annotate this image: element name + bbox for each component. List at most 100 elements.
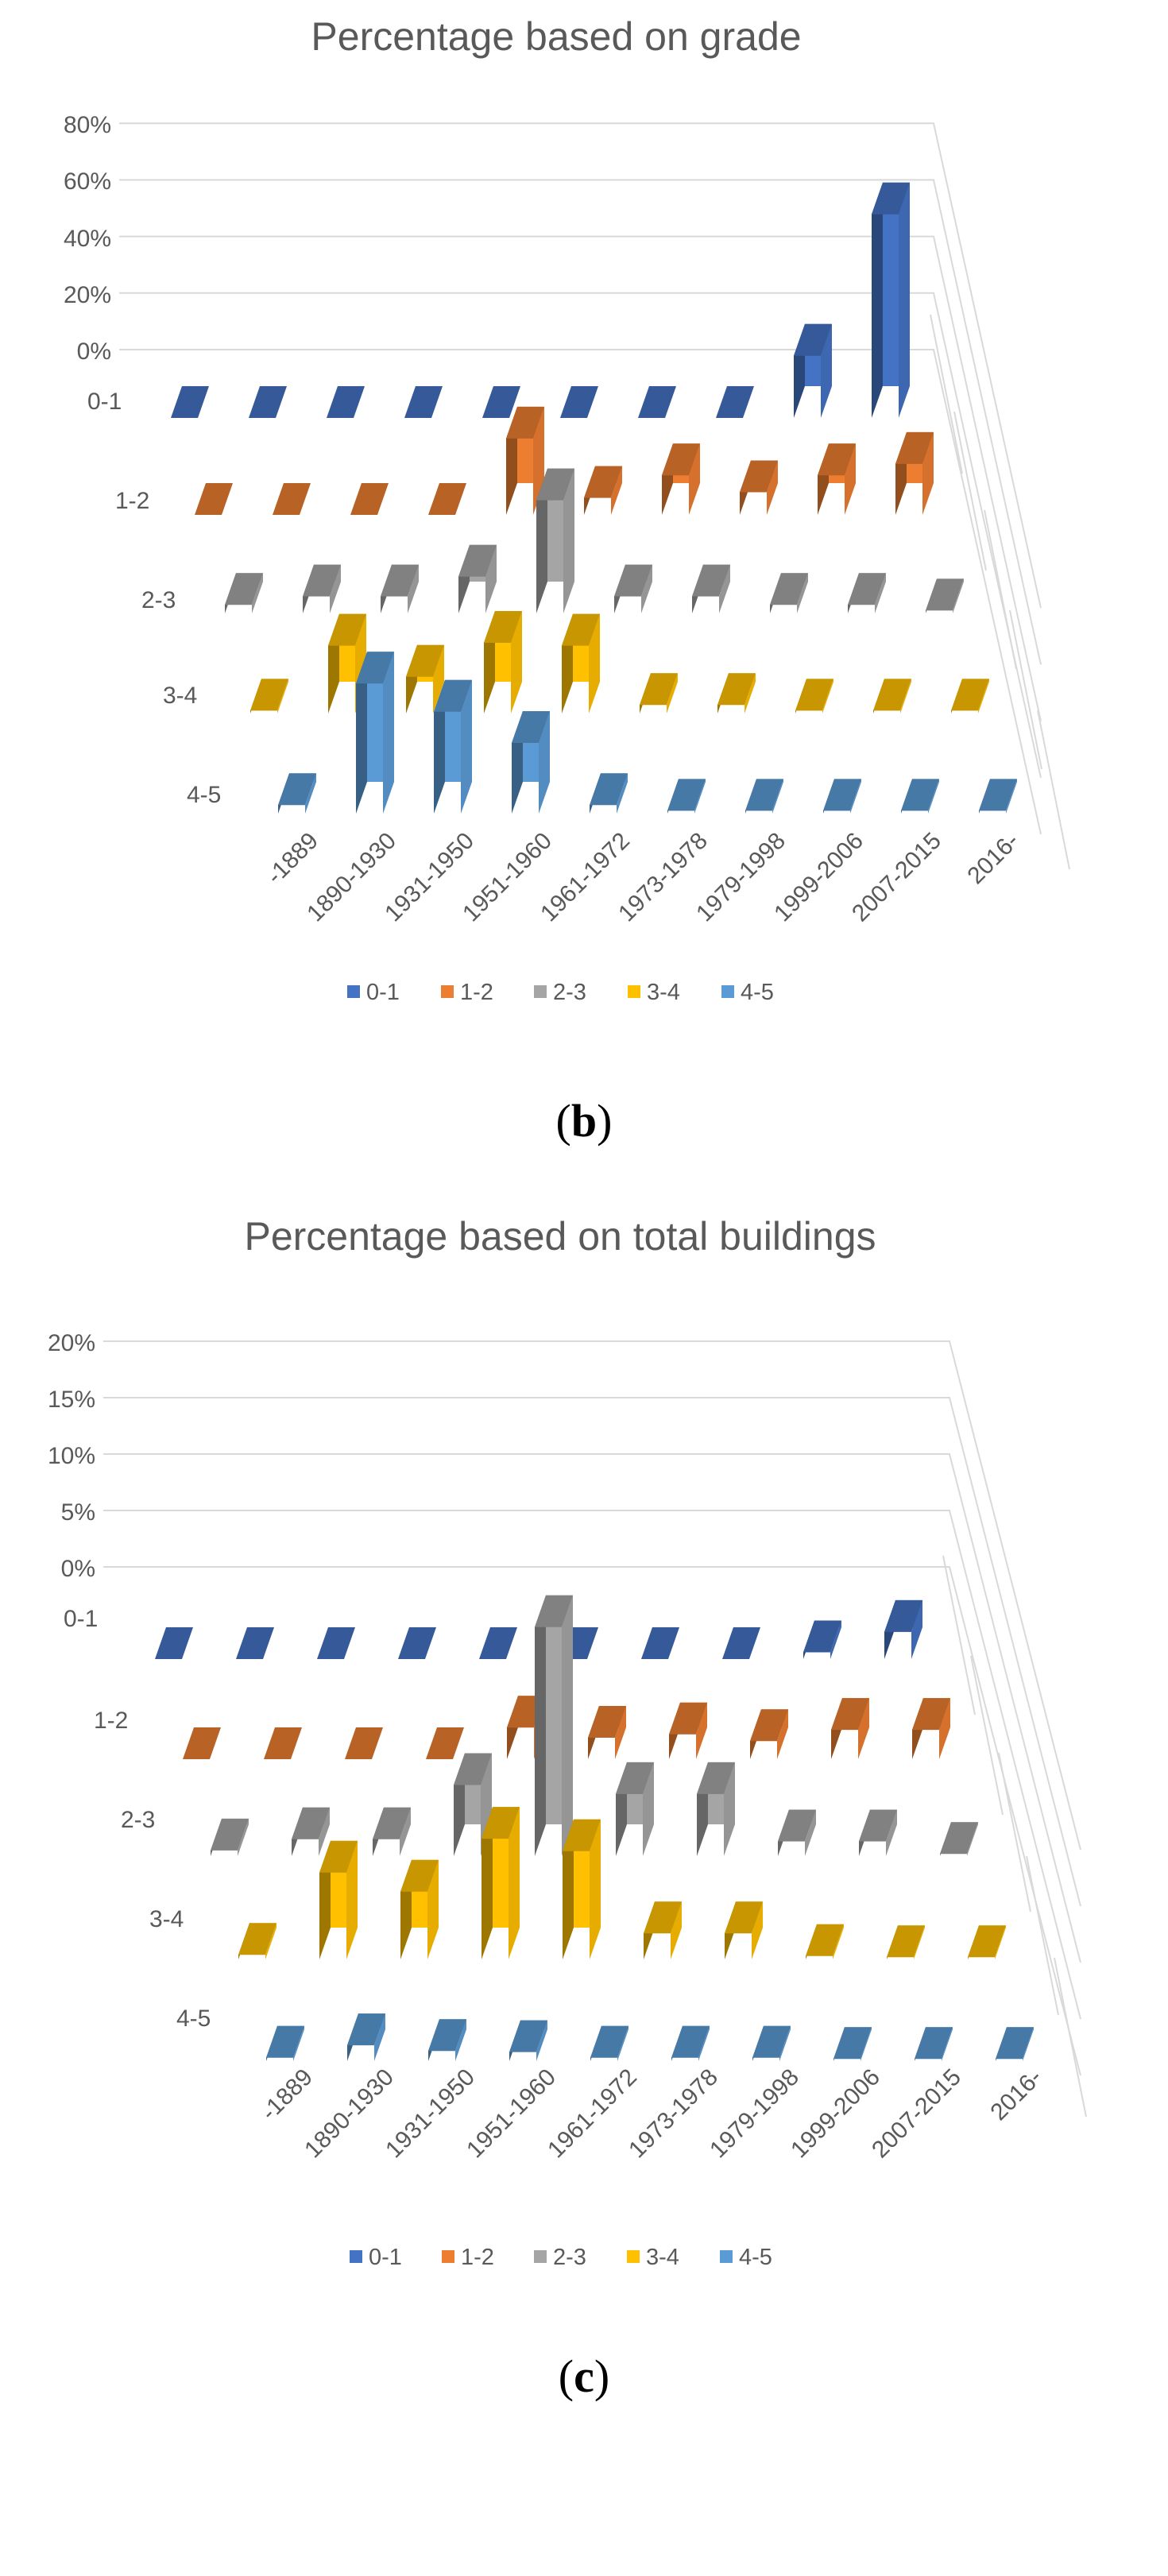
chart-b-legend-label-2-3: 2-3	[553, 980, 586, 1005]
chart-c-legend-label-3-4: 3-4	[646, 2245, 679, 2270]
chart-c-bar	[211, 1818, 249, 1856]
chart-b-bar	[590, 773, 628, 814]
chart-c-bar	[884, 1599, 922, 1659]
chart-c-bar	[428, 2019, 466, 2061]
chart-c-bar	[563, 1819, 601, 1959]
chart-c-bar	[317, 1627, 355, 1659]
chart-c-ytick-10: 10%	[48, 1443, 95, 1469]
chart-c-bar	[697, 1762, 735, 1856]
chart-b-bar	[667, 779, 706, 814]
chart-c-bar	[535, 1595, 573, 1856]
chart-c-bar	[725, 1901, 763, 1959]
chart-b-bar	[794, 323, 832, 418]
chart-c-bar	[398, 1627, 436, 1659]
chart-b-xtick-1: -1889	[261, 828, 323, 890]
chart-c-gridline	[103, 1397, 1081, 1907]
chart-c-legend-swatch-1-2	[442, 2250, 454, 2263]
chart-c-gridline	[103, 1453, 1081, 1963]
chart-c-bar	[292, 1807, 330, 1856]
chart-b-bar	[406, 644, 444, 714]
chart-b-title: Percentage based on grade	[311, 14, 801, 59]
chart-b-bar	[458, 544, 497, 613]
chart-c-bar	[183, 1727, 221, 1759]
chart-b-row-label-3-4: 3-4	[163, 683, 197, 709]
chart-b-bar	[926, 578, 964, 613]
chart-c-bar	[319, 1840, 358, 1959]
chart-b-bar	[381, 564, 419, 613]
chart-c-caption: (c)	[559, 2350, 609, 2402]
chart-b-bar	[584, 466, 622, 515]
chart-b-depth-guide	[930, 314, 963, 474]
chart-c-bar	[831, 1698, 869, 1759]
chart-b-bar	[770, 573, 808, 613]
chart-b-depth-guide	[984, 509, 1017, 670]
chart-b-legend-swatch-1-2	[441, 985, 454, 998]
chart-b-legend-label-0-1: 0-1	[366, 980, 400, 1005]
chart-b-bar	[249, 386, 287, 418]
chart-c-bar	[644, 1901, 682, 1959]
chart-b-row-label-4-5: 4-5	[187, 782, 221, 808]
chart-b-xtick-10: 2016-	[962, 828, 1024, 890]
chart-b-bar	[225, 573, 263, 613]
chart-c-row-label-2-3: 2-3	[121, 1807, 155, 1833]
chart-b-depth-guide	[1037, 710, 1070, 870]
chart-c-bar	[426, 1727, 464, 1759]
chart-c-legend-swatch-3-4	[627, 2250, 640, 2263]
chart-c-row-label-4-5: 4-5	[176, 2005, 211, 2032]
chart-c-depth-guide	[998, 1752, 1031, 1913]
chart-b-bar	[195, 483, 233, 515]
chart-b-legend-swatch-4-5	[721, 985, 734, 998]
chart-b-bar	[638, 386, 676, 418]
chart-c-row-label-1-2: 1-2	[94, 1708, 128, 1734]
chart-b-legend: 0-1 1-2 2-3 3-4 4-5	[347, 980, 774, 1005]
chart-b-bar	[560, 386, 598, 418]
chart-b-row-label-1-2: 1-2	[115, 488, 149, 514]
chart-c-bar	[915, 2027, 953, 2061]
chart-b-bar	[662, 443, 700, 515]
chart-c-ytick-20: 20%	[48, 1330, 95, 1356]
chart-c-bar	[752, 2025, 791, 2061]
chart-c-bar	[155, 1627, 193, 1659]
chart-b-legend-label-4-5: 4-5	[741, 980, 774, 1005]
chart-b-bar	[716, 386, 754, 418]
chart-c-bar	[750, 1709, 788, 1759]
chart-b-bar	[872, 182, 910, 418]
chart-c-depth-guide	[1026, 1855, 1059, 2016]
chart-b-gridline	[119, 349, 1042, 835]
chart-b-bar	[273, 483, 311, 515]
chart-c-bar	[912, 1698, 950, 1759]
chart-c-bar	[722, 1627, 760, 1659]
chart-b-bar	[795, 679, 833, 714]
chart-c-gridline	[103, 1510, 1081, 2020]
chart-c-bar	[803, 1620, 841, 1659]
chart-b-bar	[692, 564, 730, 613]
chart-b-gridline	[119, 235, 1042, 721]
chart-b-legend-label-3-4: 3-4	[647, 980, 680, 1005]
chart-c-legend-label-0-1: 0-1	[369, 2245, 402, 2270]
chart-b-bar	[614, 564, 652, 613]
chart-c-legend-swatch-0-1	[350, 2250, 362, 2263]
chart-c-bar	[482, 1807, 520, 1959]
chart-b-bar	[278, 773, 316, 814]
chart-b-bar	[848, 573, 886, 613]
chart-b-caption: (b)	[556, 1095, 613, 1147]
chart-b-gridline	[119, 179, 1042, 665]
chart-c-legend-label-4-5: 4-5	[739, 2245, 772, 2270]
chart-c-bar	[400, 1859, 439, 1959]
chart-c-legend-label-1-2: 1-2	[461, 2245, 494, 2270]
chart-b-bar	[818, 443, 856, 515]
chart-c-bar	[778, 1809, 816, 1856]
chart-b-bar	[250, 679, 288, 714]
chart-c-legend-label-2-3: 2-3	[553, 2245, 586, 2270]
chart-c-bar	[833, 2027, 872, 2061]
chart-c-legend-swatch-4-5	[720, 2250, 733, 2263]
chart-b-legend-swatch-3-4	[628, 985, 640, 998]
chart-c-bar	[669, 1702, 707, 1759]
chart-b-bar	[327, 386, 365, 418]
chart-b-bar	[350, 483, 389, 515]
chart-b-bar	[512, 711, 550, 814]
chart-c-legend: 0-1 1-2 2-3 3-4 4-5	[350, 2245, 772, 2270]
chart-c-ytick-15: 15%	[48, 1387, 95, 1413]
chart-c-row-label-3-4: 3-4	[149, 1906, 184, 1932]
chart-b-bar	[536, 468, 574, 613]
